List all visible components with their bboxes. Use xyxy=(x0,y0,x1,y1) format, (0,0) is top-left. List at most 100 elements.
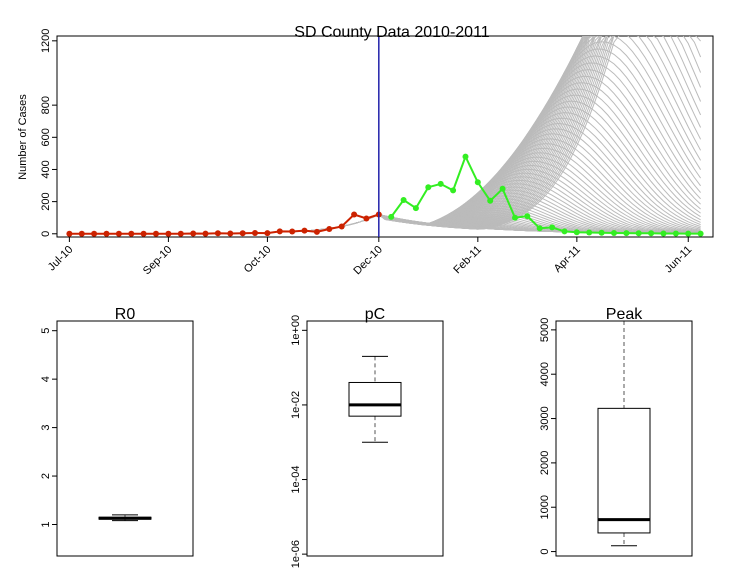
observed-holdout-point xyxy=(462,153,469,160)
r0-frame xyxy=(56,320,194,557)
observed-fit-point xyxy=(128,230,135,237)
peak-title: Peak xyxy=(606,306,643,323)
observed-fit-point xyxy=(190,230,197,237)
x-tick-label: Feb-11 xyxy=(451,244,484,277)
observed-holdout-point xyxy=(685,230,692,237)
y-tick-label: 0 xyxy=(40,231,52,237)
x-axis: Jul-10 Sep-10 Oct-10 Dec-10 Feb-11 Apr-11 Jun-… xyxy=(46,237,695,278)
observed-holdout-point xyxy=(388,213,395,220)
peak-y-tick-label: 1000 xyxy=(539,495,551,519)
observed-fit-point xyxy=(301,227,308,234)
observed-holdout-point xyxy=(697,230,704,237)
r0-y-tick-label: 2 xyxy=(40,473,52,479)
observed-fit-point xyxy=(165,230,172,237)
observed-fit-line xyxy=(69,213,380,235)
observed-fit-point xyxy=(103,230,110,237)
x-tick-label: Apr-11 xyxy=(552,244,583,275)
observed-holdout-point xyxy=(672,230,679,237)
peak-y-tick-label: 3000 xyxy=(539,406,551,430)
observed-holdout-point xyxy=(400,197,407,203)
observed-holdout-point xyxy=(660,230,667,237)
peak-y-tick-label: 5000 xyxy=(539,318,551,342)
observed-holdout-point xyxy=(623,230,630,237)
y-tick-label: 400 xyxy=(40,160,52,178)
observed-holdout-point xyxy=(648,230,655,237)
observed-holdout-point xyxy=(611,230,617,236)
peak-box xyxy=(597,407,651,534)
x-tick-label: Dec-10 xyxy=(351,244,385,278)
y-tick-label: 600 xyxy=(40,128,52,146)
observed-fit-point xyxy=(313,228,320,235)
plot-frame xyxy=(56,35,714,238)
time-series-panel: 0 200 400 600 800 1200 Jul-10 Sep-10 Oct-10 Dec-… xyxy=(17,24,714,278)
observed-fit-point xyxy=(140,230,147,237)
observed-holdout-point xyxy=(561,228,568,235)
observed-fit-point xyxy=(276,228,283,235)
x-tick-label: Oct-10 xyxy=(242,244,274,276)
y-tick-label: 1200 xyxy=(40,29,52,53)
observed-fit-point xyxy=(264,230,271,237)
observed-holdout-point xyxy=(586,229,593,236)
observed-fit-point xyxy=(351,211,358,218)
peak-boxplot-panel: Peak 0 1000 2000 3000 4000 5000 xyxy=(539,306,693,557)
observed-fit-point xyxy=(91,230,98,237)
peak-y-tick-label: 0 xyxy=(539,549,551,555)
observed-holdout-point xyxy=(474,179,481,186)
x-tick-label: Sep-10 xyxy=(141,244,175,278)
observed-fit-point xyxy=(78,230,85,237)
series-layer xyxy=(66,153,704,237)
pc-y-tick-label: 1e+00 xyxy=(290,315,302,346)
y-axis-label: Number of Cases xyxy=(17,94,29,180)
peak-y-tick-label: 2000 xyxy=(539,451,551,475)
peak-y-tick-label: 4000 xyxy=(539,362,551,386)
observed-holdout-point xyxy=(524,213,531,220)
observed-holdout-point xyxy=(536,225,543,232)
pc-box xyxy=(348,381,402,417)
observed-holdout-point xyxy=(549,224,556,231)
observed-fit-point xyxy=(214,230,221,237)
y-axis: 0 200 400 600 800 1200 xyxy=(40,29,57,237)
pc-y-tick-label: 1e-04 xyxy=(290,465,302,493)
observed-fit-point xyxy=(177,230,184,237)
observed-fit-point xyxy=(153,230,159,237)
observed-holdout-point xyxy=(598,229,605,236)
observed-fit-point xyxy=(289,228,296,235)
observed-fit-point xyxy=(202,230,209,237)
pc-frame xyxy=(306,320,444,557)
observed-fit-point xyxy=(66,230,73,237)
r0-y-tick-label: 4 xyxy=(40,376,52,382)
r0-y-tick-label: 3 xyxy=(40,425,52,431)
observed-fit-point xyxy=(239,230,246,237)
chart-title: SD County Data 2010-2011 xyxy=(294,24,489,41)
observed-holdout-point xyxy=(512,214,518,221)
y-tick-label: 800 xyxy=(40,96,52,114)
observed-fit-point xyxy=(115,230,122,237)
pc-boxplot-panel: pC 1e+00 1e-02 1e-04 1e-06 xyxy=(290,306,444,568)
observed-holdout-point xyxy=(499,185,506,192)
observed-fit-point xyxy=(326,226,333,232)
pc-y-tick-label: 1e-06 xyxy=(290,540,302,568)
x-tick-label: Jun-11 xyxy=(663,244,695,276)
observed-holdout-point xyxy=(437,180,444,187)
observed-fit-point xyxy=(227,230,234,237)
observed-holdout-point xyxy=(450,187,457,194)
r0-y-tick-label: 1 xyxy=(40,521,52,527)
observed-holdout-point xyxy=(425,184,432,191)
observed-fit-point xyxy=(363,215,370,222)
r0-boxplot-panel: R0 1 2 3 4 5 xyxy=(40,306,194,557)
observed-holdout-point xyxy=(573,229,580,236)
pc-title: pC xyxy=(365,306,385,323)
projection-curve xyxy=(292,36,620,233)
pc-y-tick-label: 1e-02 xyxy=(290,391,302,419)
observed-holdout-point xyxy=(487,197,494,204)
x-tick-label: Jul-10 xyxy=(46,244,76,274)
r0-title: R0 xyxy=(115,306,136,323)
projection-curve xyxy=(292,36,702,233)
projection-curves xyxy=(292,36,702,234)
observed-holdout-point xyxy=(412,205,419,212)
r0-y-tick-label: 5 xyxy=(40,328,52,334)
observed-fit-point xyxy=(338,223,345,230)
observed-fit-point xyxy=(252,230,258,236)
observed-holdout-point xyxy=(635,230,642,237)
